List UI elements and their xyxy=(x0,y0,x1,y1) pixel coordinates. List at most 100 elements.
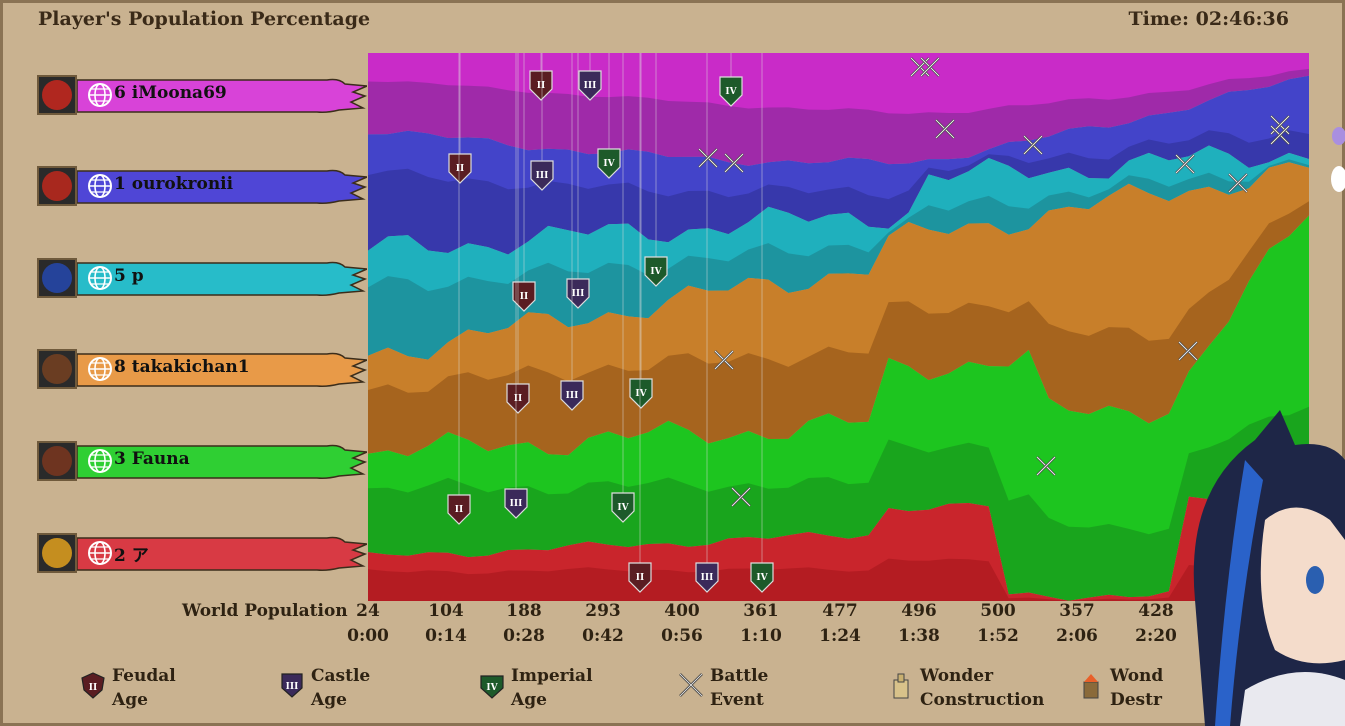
legend-item: II Feudal Age xyxy=(78,664,278,714)
player-name: 5 p xyxy=(114,266,144,286)
age-up-marker-icon: IV xyxy=(719,76,743,107)
battle-event-icon xyxy=(698,148,718,168)
streamer-avatar xyxy=(1193,410,1345,726)
battle-event-icon xyxy=(935,119,955,139)
svg-text:II: II xyxy=(537,81,545,91)
legend-label: Castle Age xyxy=(311,666,371,710)
player-name: 8 takakichan1 xyxy=(114,357,250,377)
globe-icon xyxy=(88,449,112,473)
svg-text:IV: IV xyxy=(603,159,615,169)
castle-age-icon: III xyxy=(281,673,303,698)
svg-text:IV: IV xyxy=(617,503,629,513)
civ-crest-icon xyxy=(37,166,77,206)
age-up-marker-icon: IV xyxy=(629,378,653,409)
legend-label: Feudal Age xyxy=(112,666,176,710)
stream-subband-4 xyxy=(368,201,1309,457)
wonder-construction-icon xyxy=(893,673,909,699)
battle-event-icon xyxy=(1178,341,1198,361)
svg-text:IV: IV xyxy=(756,573,768,583)
legend-label: Battle Event xyxy=(710,666,769,710)
player-row: 2 ア xyxy=(37,533,367,575)
svg-text:IV: IV xyxy=(635,389,647,399)
svg-text:IV: IV xyxy=(486,683,498,693)
age-up-marker-icon: IV xyxy=(611,492,635,523)
player-banner xyxy=(77,536,367,571)
age-up-marker-icon: III xyxy=(530,160,554,191)
player-row: 3 Fauna xyxy=(37,441,367,483)
battle-event-icon xyxy=(1036,456,1056,476)
battle-event-icon xyxy=(1023,135,1043,155)
svg-text:IV: IV xyxy=(725,87,737,97)
svg-text:II: II xyxy=(636,573,644,583)
player-row: 1 ourokronii xyxy=(37,166,367,208)
legend-item: III Castle Age xyxy=(277,664,477,714)
player-banner xyxy=(77,444,367,479)
player-name: 3 Fauna xyxy=(114,449,190,469)
tick-population: 104 xyxy=(428,601,464,621)
svg-text:III: III xyxy=(286,682,299,692)
tick-population: 500 xyxy=(980,601,1016,621)
side-handle-bottom xyxy=(1331,166,1345,192)
player-row: 6 iMoona69 xyxy=(37,75,367,117)
tick-time: 0:42 xyxy=(582,626,624,646)
legend-label: Wonder Construction xyxy=(920,666,1045,710)
tick-time: 2:06 xyxy=(1056,626,1098,646)
globe-icon xyxy=(88,541,112,565)
player-banner xyxy=(77,261,367,296)
age-up-marker-icon: IV xyxy=(750,562,774,593)
svg-text:II: II xyxy=(455,505,463,515)
tick-population: 477 xyxy=(822,601,858,621)
player-banner xyxy=(77,169,367,204)
civ-crest-icon xyxy=(37,441,77,481)
tick-time: 1:38 xyxy=(898,626,940,646)
age-up-marker-icon: II xyxy=(506,383,530,414)
age-up-marker-icon: III xyxy=(578,70,602,101)
tick-time: 1:52 xyxy=(977,626,1019,646)
tick-time: 1:24 xyxy=(819,626,861,646)
tick-population: 24 xyxy=(356,601,380,621)
age-up-marker-icon: II xyxy=(447,494,471,525)
tick-time: 0:14 xyxy=(425,626,467,646)
tick-population: 357 xyxy=(1059,601,1095,621)
world-population-label: World Population xyxy=(182,601,348,621)
battle-event-icon xyxy=(724,153,744,173)
civ-crest-icon xyxy=(37,349,77,389)
tick-population: 496 xyxy=(901,601,937,621)
tick-time: 1:10 xyxy=(740,626,782,646)
civ-crest-icon xyxy=(37,258,77,298)
tick-population: 428 xyxy=(1138,601,1174,621)
svg-text:II: II xyxy=(89,683,97,693)
globe-icon xyxy=(88,266,112,290)
svg-text:III: III xyxy=(584,81,597,91)
player-banner xyxy=(77,352,367,387)
feudal-age-icon: II xyxy=(81,672,105,699)
age-up-marker-icon: III xyxy=(695,562,719,593)
tick-population: 400 xyxy=(664,601,700,621)
tick-time: 2:20 xyxy=(1135,626,1177,646)
stream-subband-2 xyxy=(368,130,1309,255)
tick-time: 0:00 xyxy=(347,626,389,646)
age-up-marker-icon: IV xyxy=(644,256,668,287)
tick-population: 188 xyxy=(506,601,542,621)
tick-time: 0:28 xyxy=(503,626,545,646)
tick-population: 361 xyxy=(743,601,779,621)
svg-text:II: II xyxy=(456,164,464,174)
age-up-marker-icon: III xyxy=(566,278,590,309)
svg-text:III: III xyxy=(572,289,585,299)
svg-text:III: III xyxy=(701,573,714,583)
svg-text:IV: IV xyxy=(650,267,662,277)
stream-subband-1 xyxy=(368,68,1309,166)
age-up-marker-icon: IV xyxy=(597,148,621,179)
stream-subband-6 xyxy=(368,558,1309,601)
player-name: 6 iMoona69 xyxy=(114,83,227,103)
stream-subband-5 xyxy=(368,406,1309,601)
page-title: Player's Population Percentage xyxy=(38,8,371,30)
side-handle-top xyxy=(1332,127,1345,145)
civ-crest-icon xyxy=(37,533,77,573)
age-up-marker-icon: III xyxy=(504,488,528,519)
tick-time: 0:56 xyxy=(661,626,703,646)
game-time: Time: 02:46:36 xyxy=(1128,8,1289,30)
age-up-marker-icon: II xyxy=(512,281,536,312)
svg-text:II: II xyxy=(520,292,528,302)
legend-item: Wond Destr xyxy=(1076,664,1276,714)
